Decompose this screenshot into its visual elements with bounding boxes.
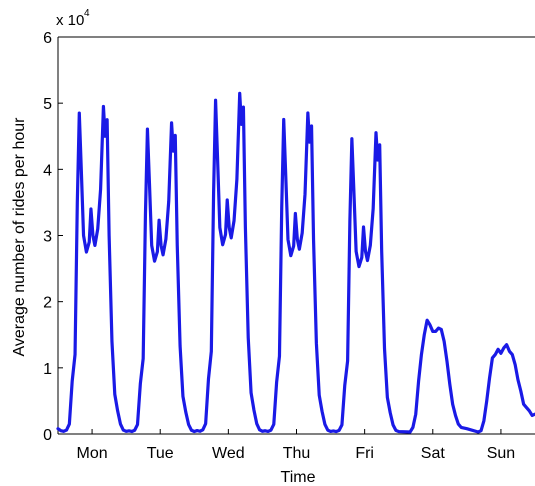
y-tick-label: 4 bbox=[43, 162, 52, 179]
x-tick-label: Tue bbox=[147, 445, 174, 462]
y-tick-label: 2 bbox=[43, 295, 52, 312]
y-axis-ticks: 0 1 2 3 4 5 6 bbox=[43, 30, 63, 444]
x-tick-label: Sun bbox=[487, 445, 515, 462]
x-tick-label: Mon bbox=[77, 445, 108, 462]
x-tick-label: Thu bbox=[283, 445, 311, 462]
y-multiplier-exponent: 4 bbox=[84, 8, 90, 19]
y-tick-label: 3 bbox=[43, 229, 52, 246]
y-axis-label: Average number of rides per hour bbox=[11, 117, 28, 357]
y-tick-label: 6 bbox=[43, 30, 52, 47]
x-axis-label: Time bbox=[281, 469, 316, 486]
rides-series-line bbox=[56, 91, 535, 434]
x-tick-label: Fri bbox=[355, 445, 374, 462]
x-axis-ticks: Mon Tue Wed Thu Fri Sat Sun bbox=[77, 429, 515, 462]
series-group bbox=[56, 91, 535, 434]
x-tick-label: Sat bbox=[421, 445, 446, 462]
x-tick-label: Wed bbox=[212, 445, 245, 462]
y-multiplier-label: x 10 bbox=[56, 12, 84, 29]
y-tick-label: 5 bbox=[43, 96, 52, 113]
y-tick-label: 0 bbox=[43, 427, 52, 444]
y-tick-label: 1 bbox=[43, 361, 52, 378]
